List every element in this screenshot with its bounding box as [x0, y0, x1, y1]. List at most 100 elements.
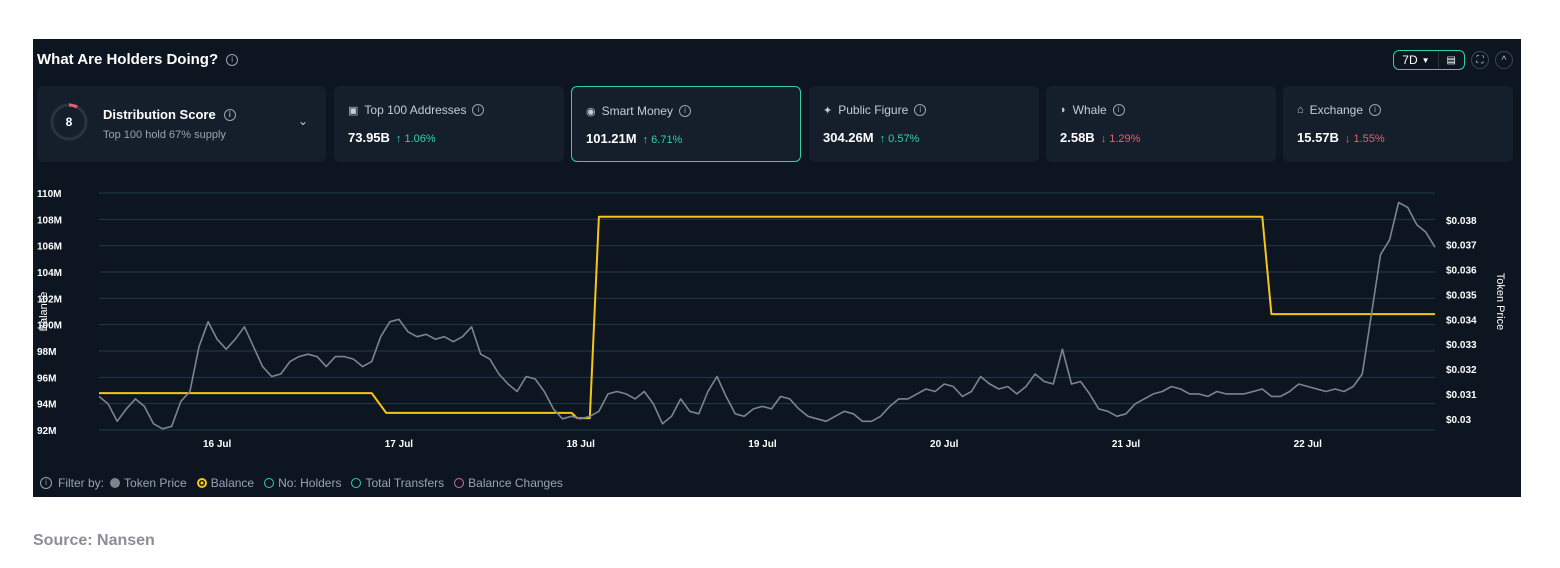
distribution-subtitle: Top 100 hold 67% supply — [103, 129, 226, 141]
legend-dot-icon — [264, 478, 275, 488]
right-tick-label: $0.035 — [1446, 290, 1477, 301]
distribution-title: Distribution Score i — [103, 107, 236, 122]
filter-option-label: Token Price — [124, 476, 187, 490]
card-value: 2.58B — [1060, 130, 1095, 145]
card-label: Whale — [1072, 103, 1107, 117]
holders-chart: 110M 108M 106M 104M 102M 100M 98M 96M 94M 92M $0.0… — [37, 189, 1506, 450]
filter-option[interactable]: Token Price — [110, 476, 187, 490]
card-value: 15.57B — [1297, 130, 1339, 145]
card-head: ◗ Whale i — [1060, 103, 1125, 117]
card-label: Smart Money — [601, 104, 673, 118]
controls: 7D ▼ ▤ ⛶ ^ — [1393, 50, 1513, 70]
distribution-score-card[interactable]: 8 Distribution Score i Top 100 hold 67% … — [37, 86, 326, 162]
x-tick-label: 17 Jul — [385, 439, 414, 450]
calendar-icon: ▤ — [1446, 54, 1456, 66]
right-tick-label: $0.03 — [1446, 415, 1471, 426]
filter-label: Filter by: — [58, 476, 105, 490]
info-icon[interactable]: i — [678, 105, 691, 117]
panel-title: What Are Holders Doing? — [37, 51, 219, 68]
source-caption: Source: Nansen — [33, 532, 155, 549]
y-axis-label-left: Balance — [38, 292, 50, 332]
x-tick-label: 16 Jul — [203, 439, 232, 450]
left-tick-label: 100M — [37, 321, 62, 332]
x-tick-label: 22 Jul — [1294, 439, 1323, 450]
x-tick-label: 20 Jul — [930, 439, 959, 450]
metric-card[interactable]: ⌂ Exchange i 15.57B ↓ 1.55% — [1283, 86, 1513, 162]
filter-option-label: Total Transfers — [365, 476, 445, 490]
filter-option[interactable]: Balance — [196, 476, 255, 490]
card-change: ↓ 1.29% — [1100, 133, 1141, 145]
filter-option[interactable]: Total Transfers — [351, 476, 444, 490]
card-change: ↑ 1.06% — [395, 133, 436, 145]
chevron-up-icon: ^ — [1501, 54, 1507, 66]
info-icon[interactable]: i — [226, 53, 239, 66]
card-value-row: 15.57B ↓ 1.55% — [1297, 130, 1385, 145]
legend-dot-icon — [110, 478, 121, 488]
whale-icon: ◗ — [1060, 104, 1067, 116]
brain-icon: ◉ — [586, 105, 596, 118]
metric-card[interactable]: ▣ Top 100 Addresses i 73.95B ↑ 1.06% — [334, 86, 564, 162]
left-tick-label: 96M — [37, 373, 56, 384]
legend-dot-icon — [454, 478, 465, 488]
left-tick-label: 102M — [37, 294, 62, 305]
card-value: 101.21M — [586, 131, 637, 146]
filter-option[interactable]: Balance Changes — [454, 476, 563, 490]
token-price-series-line — [98, 201, 1436, 430]
info-icon[interactable]: i — [472, 104, 485, 116]
left-tick-label: 92M — [37, 426, 56, 437]
left-tick-label: 106M — [37, 242, 62, 253]
filter-items: Token Price Balance No: Holders Total Trans… — [110, 476, 563, 490]
right-tick-label: $0.031 — [1446, 390, 1477, 401]
expand-icon: ⛶ — [1476, 54, 1484, 66]
score-ring — [50, 103, 88, 141]
holders-panel: What Are Holders Doing? i 7D ▼ ▤ ⛶ ^ 8 D… — [33, 39, 1521, 497]
calendar-button[interactable]: ▤ — [1437, 51, 1464, 69]
collapse-button[interactable]: ^ — [1495, 51, 1513, 69]
distribution-label: Distribution Score — [103, 107, 216, 122]
legend-dot-icon — [196, 478, 207, 488]
right-tick-label: $0.037 — [1446, 241, 1477, 252]
chevron-down-icon[interactable]: ⌄ — [297, 114, 308, 128]
x-tick-label: 19 Jul — [748, 439, 777, 450]
card-change: ↑ 0.57% — [879, 133, 920, 145]
card-value-row: 101.21M ↑ 6.71% — [586, 131, 682, 146]
left-tick-label: 98M — [37, 347, 56, 358]
x-tick-label: 18 Jul — [567, 439, 596, 450]
star-person-icon: ✦ — [823, 104, 833, 117]
left-tick-label: 110M — [37, 189, 61, 200]
filter-option-label: No: Holders — [278, 476, 342, 490]
metric-card[interactable]: ◗ Whale i 2.58B ↓ 1.29% — [1046, 86, 1276, 162]
card-change: ↑ 6.71% — [642, 134, 683, 146]
card-label: Exchange — [1309, 103, 1364, 117]
info-icon[interactable]: i — [223, 108, 236, 121]
balance-series-line — [99, 215, 1435, 420]
left-tick-label: 108M — [37, 215, 62, 226]
card-head: ⌂ Exchange i — [1297, 103, 1382, 117]
metric-card[interactable]: ✦ Public Figure i 304.26M ↑ 0.57% — [809, 86, 1039, 162]
card-value: 304.26M — [823, 130, 874, 145]
info-icon[interactable]: i — [1112, 104, 1125, 116]
info-icon[interactable]: i — [914, 104, 927, 116]
card-label: Public Figure — [838, 103, 909, 117]
left-tick-label: 94M — [37, 400, 56, 411]
expand-button[interactable]: ⛶ — [1471, 51, 1489, 69]
card-label: Top 100 Addresses — [364, 103, 467, 117]
card-head: ◉ Smart Money i — [586, 104, 691, 118]
card-value: 73.95B — [348, 130, 390, 145]
card-head: ✦ Public Figure i — [823, 103, 927, 117]
metric-card[interactable]: ◉ Smart Money i 101.21M ↑ 6.71% — [571, 86, 801, 162]
info-icon[interactable]: i — [1369, 104, 1382, 116]
filter-option-label: Balance — [210, 476, 255, 490]
title-row: What Are Holders Doing? i — [37, 51, 239, 68]
range-dropdown[interactable]: 7D ▼ — [1394, 51, 1437, 69]
legend-dot-icon — [351, 478, 362, 488]
card-value-row: 2.58B ↓ 1.29% — [1060, 130, 1140, 145]
info-icon: i — [40, 477, 52, 489]
filter-option[interactable]: No: Holders — [264, 476, 341, 490]
card-head: ▣ Top 100 Addresses i — [348, 103, 485, 117]
card-change: ↓ 1.55% — [1344, 133, 1385, 145]
filter-row: i Filter by: Token Price Balance No: Holde… — [40, 476, 563, 490]
right-tick-label: $0.033 — [1446, 340, 1477, 351]
caret-down-icon: ▼ — [1421, 55, 1430, 65]
y-axis-label-right: Token Price — [1494, 273, 1506, 330]
